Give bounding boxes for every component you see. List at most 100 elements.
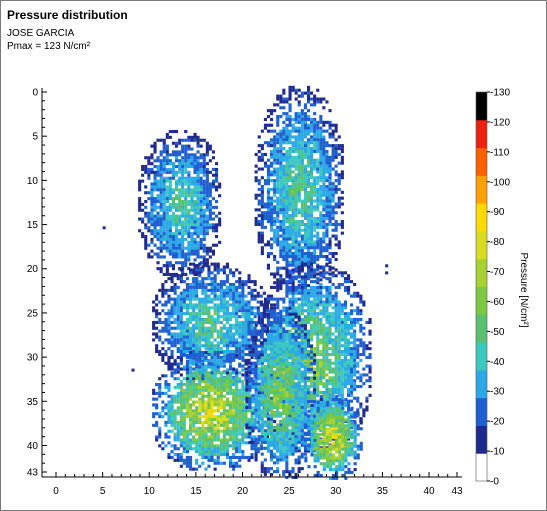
heatmap-cell (341, 197, 344, 200)
heatmap-cell (264, 211, 267, 214)
heatmap-cell (171, 315, 174, 318)
heatmap-cell (226, 266, 229, 269)
heatmap-cell (158, 318, 161, 321)
heatmap-cell (344, 327, 347, 330)
heatmap-cell (211, 412, 214, 415)
heatmap-cell (174, 303, 177, 306)
heatmap-cell (206, 220, 209, 223)
heatmap-cell (207, 421, 210, 424)
heatmap-cell (152, 306, 155, 309)
heatmap-cell (178, 165, 181, 168)
heatmap-cell (282, 211, 285, 214)
heatmap-cell (307, 261, 310, 264)
heatmap-cell (298, 268, 301, 271)
heatmap-cell (322, 266, 325, 269)
heatmap-cell (313, 368, 316, 371)
heatmap-cell (298, 194, 301, 197)
heatmap-cell (183, 424, 186, 427)
heatmap-cell (276, 124, 279, 127)
heatmap-cell (201, 444, 204, 447)
heatmap-cell (223, 441, 226, 444)
heatmap-cell (235, 392, 238, 395)
heatmap-cell (232, 380, 235, 383)
heatmap-cell (341, 226, 344, 229)
heatmap-cell (214, 415, 217, 418)
heatmap-cell (338, 327, 341, 330)
heatmap-cell (144, 191, 147, 194)
heatmap-cell (174, 298, 177, 301)
heatmap-cell (310, 147, 313, 150)
heatmap-cell (172, 177, 175, 180)
heatmap-cell (198, 336, 201, 339)
heatmap-cell (359, 353, 362, 356)
heatmap-cell (150, 232, 153, 235)
heatmap-cell (232, 453, 235, 456)
heatmap-cell (338, 188, 341, 191)
heatmap-cell (285, 173, 288, 176)
heatmap-cell (329, 240, 332, 243)
heatmap-cell (338, 243, 341, 246)
heatmap-cell (301, 229, 304, 232)
heatmap-cell (298, 261, 301, 264)
heatmap-cell (304, 144, 307, 147)
heatmap-cell (172, 142, 175, 145)
heatmap-cell (217, 289, 220, 292)
heatmap-cell (172, 162, 175, 165)
heatmap-cell (172, 235, 175, 238)
heatmap-cell (341, 203, 344, 206)
heatmap-cell (335, 353, 338, 356)
heatmap-cell (255, 176, 258, 179)
heatmap-cell (316, 223, 319, 226)
heatmap-cell (332, 321, 335, 324)
heatmap-cell (319, 278, 322, 281)
heatmap-cell (167, 362, 170, 365)
heatmap-cell (155, 412, 158, 415)
heatmap-cell (201, 283, 204, 286)
heatmap-cell (198, 318, 201, 321)
heatmap-cell (223, 301, 226, 304)
heatmap-cell (178, 206, 181, 209)
heatmap-cell (365, 373, 368, 376)
heatmap-cell (301, 312, 304, 315)
heatmap-cell (325, 397, 328, 400)
heatmap-cell (319, 185, 322, 188)
heatmap-cell (248, 338, 251, 341)
heatmap-cell (325, 330, 328, 333)
heatmap-cell (325, 309, 328, 312)
heatmap-cell (178, 139, 181, 142)
heatmap-cell (181, 238, 184, 241)
heatmap-cell (304, 153, 307, 156)
heatmap-cell (220, 395, 223, 398)
heatmap-cell (310, 330, 313, 333)
heatmap-cell (211, 315, 214, 318)
heatmap-cell (177, 453, 180, 456)
heatmap-cell (325, 379, 328, 382)
heatmap-cell (276, 156, 279, 159)
heatmap-cell (350, 341, 353, 344)
heatmap-cell (241, 356, 244, 359)
heatmap-cell (307, 333, 310, 336)
heatmap-cell (241, 295, 244, 298)
heatmap-cell (190, 139, 193, 142)
heatmap-cell (267, 252, 270, 255)
heatmap-cell (217, 336, 220, 339)
heatmap-cell (289, 252, 292, 255)
heatmap-cell (201, 351, 204, 354)
heatmap-cell (338, 382, 341, 385)
heatmap-cell (307, 295, 310, 298)
heatmap-cell (241, 312, 244, 315)
heatmap-cell (200, 153, 203, 156)
heatmap-cell (298, 266, 301, 269)
heatmap-cell (183, 389, 186, 392)
heatmap-cell (177, 306, 180, 309)
heatmap-cell (244, 347, 247, 350)
heatmap-cell (189, 306, 192, 309)
heatmap-cell (310, 182, 313, 185)
heatmap-cell (189, 333, 192, 336)
heatmap-cell (169, 171, 172, 174)
heatmap-cell (276, 200, 279, 203)
heatmap-cell (198, 333, 201, 336)
heatmap-cell (177, 409, 180, 412)
heatmap-cell (211, 336, 214, 339)
heatmap-cell (276, 98, 279, 101)
